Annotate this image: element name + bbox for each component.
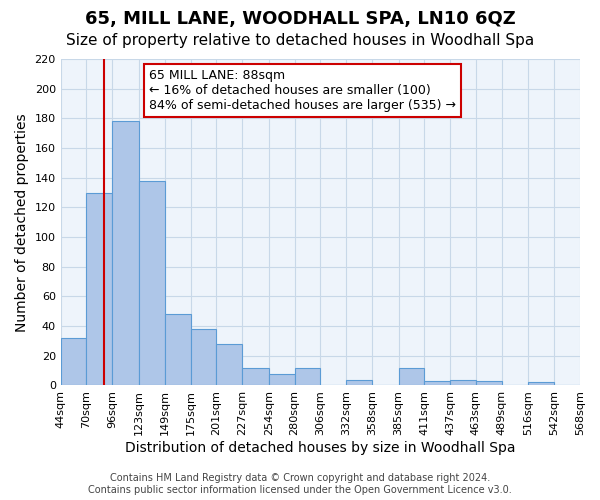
Bar [139, 180, 165, 386]
Bar [112, 122, 139, 386]
Bar [242, 368, 269, 386]
Bar [61, 338, 86, 386]
Bar [398, 368, 424, 386]
Bar [216, 344, 242, 386]
Bar [191, 329, 216, 386]
Bar [86, 192, 112, 386]
Text: 65 MILL LANE: 88sqm
← 16% of detached houses are smaller (100)
84% of semi-detac: 65 MILL LANE: 88sqm ← 16% of detached ho… [149, 69, 456, 112]
Bar [295, 368, 320, 386]
X-axis label: Distribution of detached houses by size in Woodhall Spa: Distribution of detached houses by size … [125, 441, 515, 455]
Bar [529, 382, 554, 386]
Text: Size of property relative to detached houses in Woodhall Spa: Size of property relative to detached ho… [66, 32, 534, 48]
Text: 65, MILL LANE, WOODHALL SPA, LN10 6QZ: 65, MILL LANE, WOODHALL SPA, LN10 6QZ [85, 10, 515, 28]
Bar [269, 374, 295, 386]
Bar [346, 380, 372, 386]
Bar [424, 381, 450, 386]
Bar [165, 314, 191, 386]
Text: Contains HM Land Registry data © Crown copyright and database right 2024.
Contai: Contains HM Land Registry data © Crown c… [88, 474, 512, 495]
Bar [476, 381, 502, 386]
Bar [450, 380, 476, 386]
Y-axis label: Number of detached properties: Number of detached properties [15, 113, 29, 332]
